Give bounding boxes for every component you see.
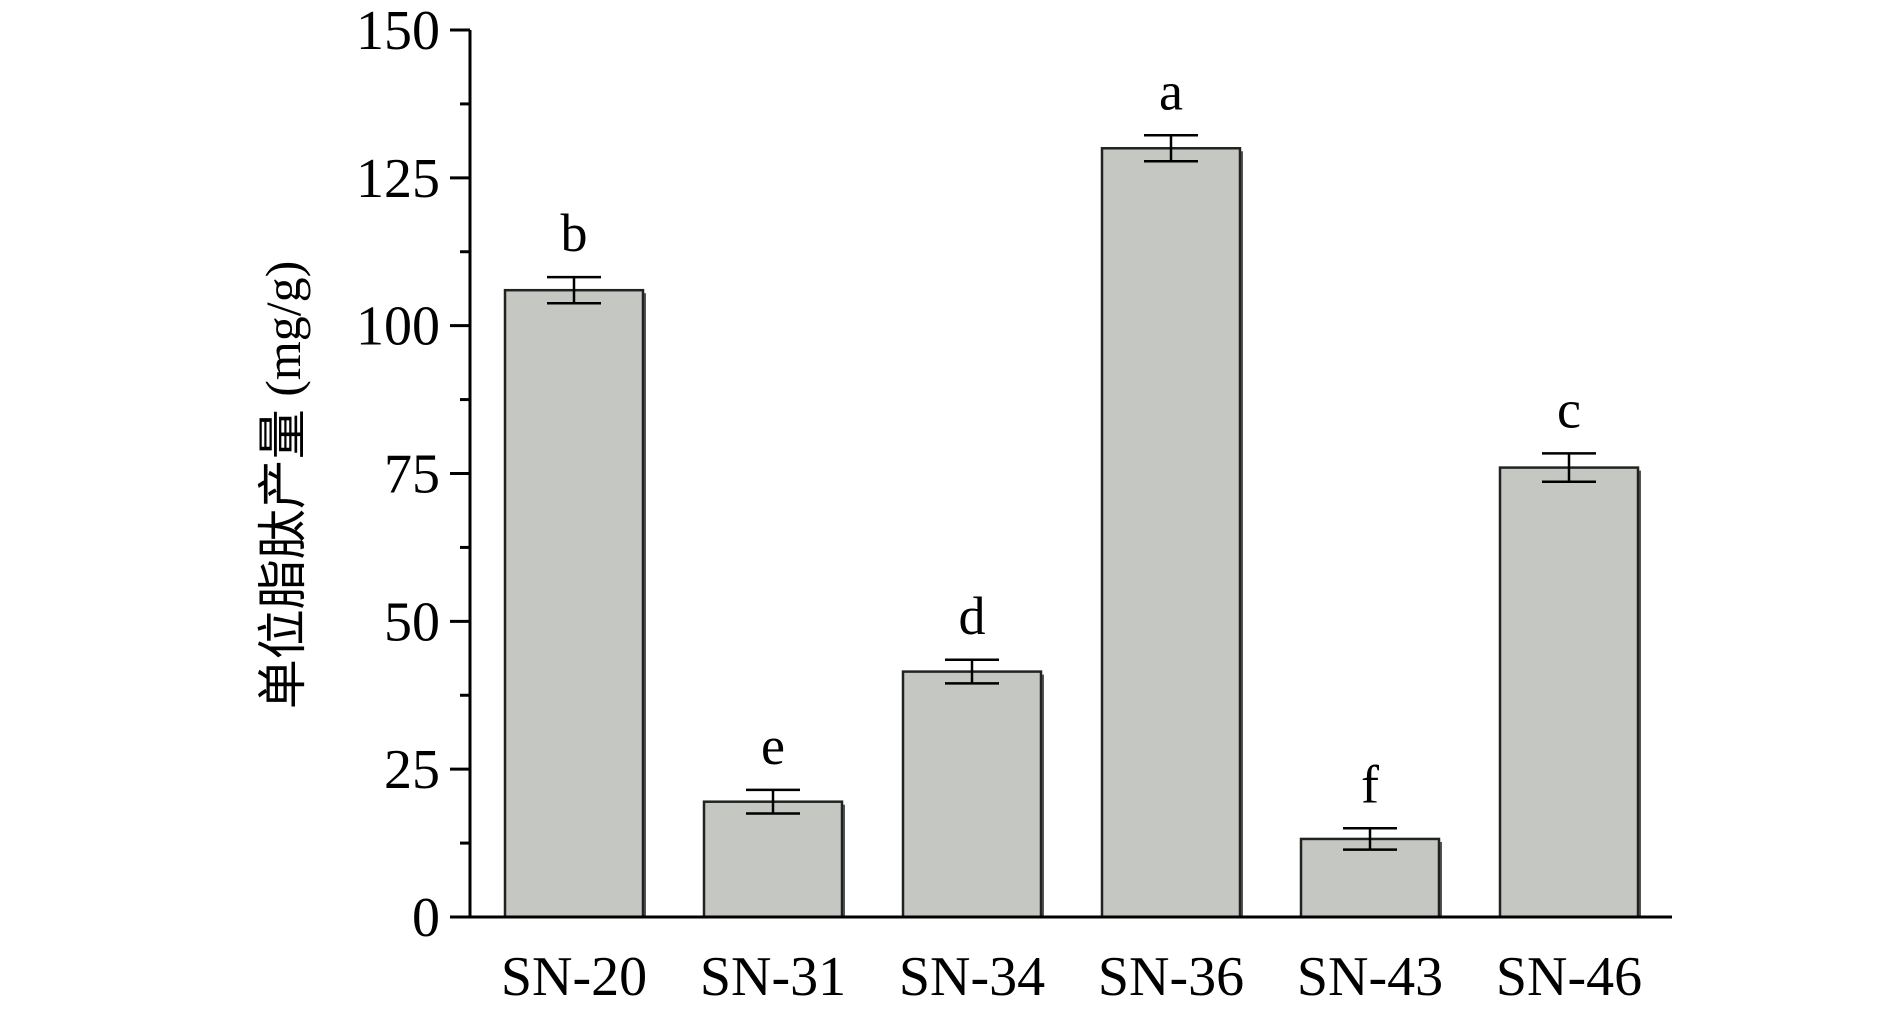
y-tick-label: 100 — [356, 296, 440, 358]
x-tick-label: SN-36 — [1098, 946, 1244, 1008]
bar — [503, 288, 645, 919]
y-tick-label: 75 — [384, 444, 440, 506]
significance-label: d — [959, 586, 986, 646]
y-tick-label: 150 — [356, 0, 440, 62]
bar — [901, 670, 1043, 919]
significance-label: e — [761, 716, 785, 776]
bar — [1100, 147, 1242, 919]
bars: b e d a f c — [503, 61, 1641, 919]
significance-label: c — [1557, 379, 1581, 439]
x-tick-label: SN-34 — [899, 946, 1045, 1008]
x-axis: SN-20 SN-31 SN-34 SN-36 SN-43 SN-46 — [470, 915, 1672, 1008]
bar — [702, 800, 844, 919]
significance-label: a — [1159, 61, 1183, 121]
x-tick-label: SN-20 — [501, 946, 647, 1008]
y-tick-label: 50 — [384, 591, 440, 653]
x-tick-label: SN-31 — [700, 946, 846, 1008]
significance-label: f — [1361, 754, 1379, 814]
significance-label: b — [561, 203, 588, 263]
y-tick-label: 0 — [412, 887, 440, 949]
x-tick-label: SN-46 — [1496, 946, 1642, 1008]
bar — [1498, 466, 1640, 919]
y-tick-label: 125 — [356, 148, 440, 210]
y-axis-title: 单位脂肽产量 (mg/g) — [255, 261, 311, 710]
y-tick-label: 25 — [384, 739, 440, 801]
y-axis: 0 25 50 75 100 125 150 — [356, 0, 472, 949]
x-tick-label: SN-43 — [1297, 946, 1443, 1008]
